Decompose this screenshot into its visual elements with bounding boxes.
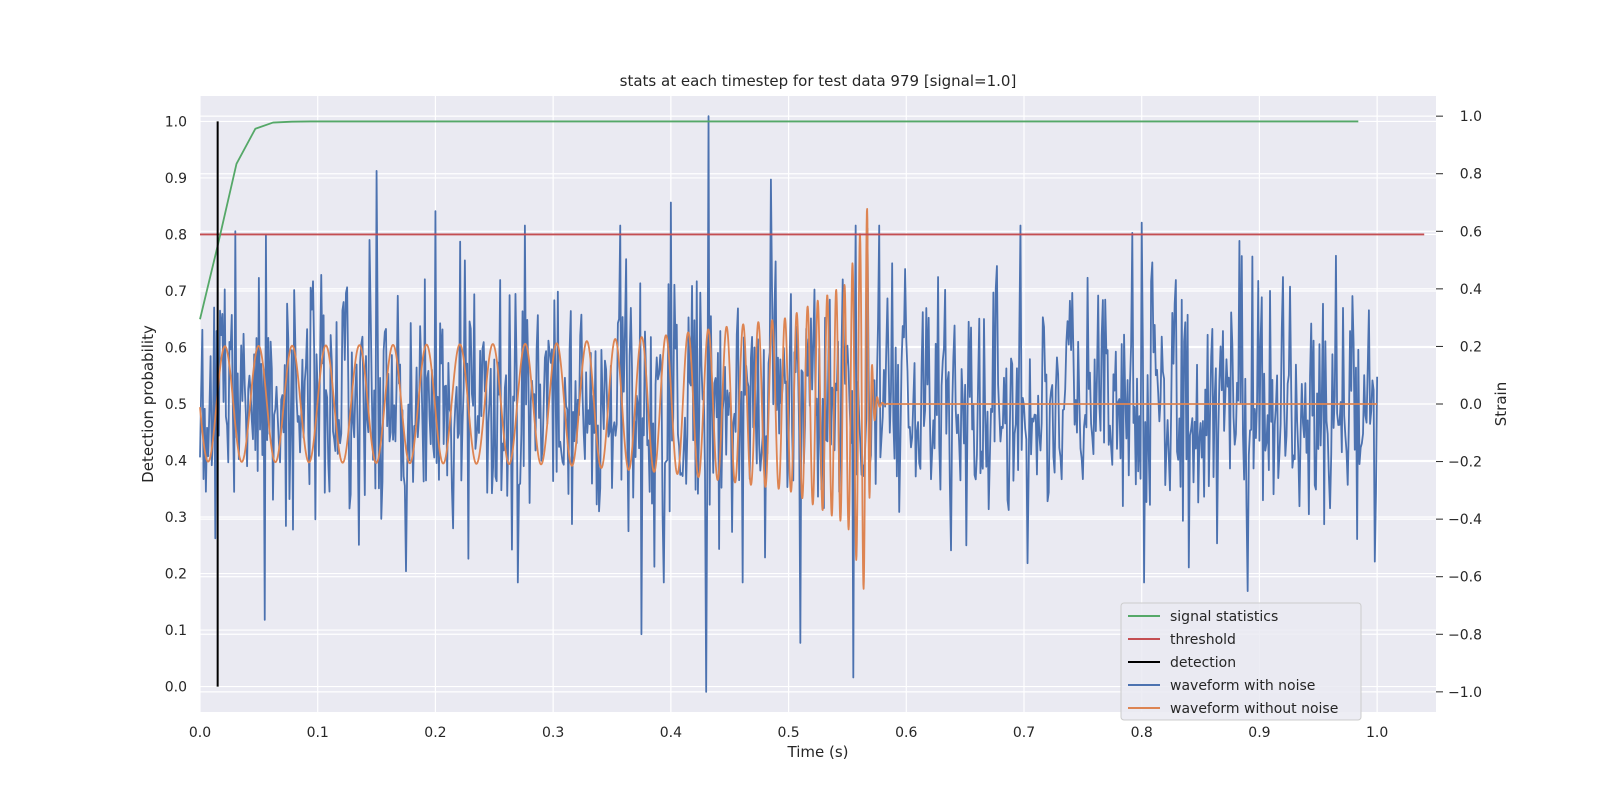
legend-label-detection: detection bbox=[1170, 655, 1236, 671]
ticks: 0.0 0.1 0.2 0.3 0.4 0.5 0.6 0.7 0.8 0.9 1.0 0.0 0.1 0… bbox=[165, 109, 1482, 741]
y-tick-label-right: 0.2 bbox=[1460, 339, 1482, 355]
y-axis-label-left: Detection probability bbox=[139, 325, 157, 483]
y-tick-label-right: −0.8 bbox=[1448, 627, 1482, 643]
x-tick-label: 0.3 bbox=[542, 725, 564, 741]
y-tick-label-right: 0.6 bbox=[1460, 224, 1482, 240]
x-tick-label: 1.0 bbox=[1366, 725, 1388, 741]
y-tick-label-left: 0.4 bbox=[165, 454, 187, 470]
y-axis-label-right: Strain bbox=[1492, 382, 1510, 426]
y-tick-label-left: 0.7 bbox=[165, 284, 187, 300]
legend-label-signal-statistics: signal statistics bbox=[1170, 609, 1278, 625]
y-tick-label-right: −0.6 bbox=[1448, 570, 1482, 586]
y-tick-label-left: 0.3 bbox=[165, 510, 187, 526]
y-tick-label-left: 0.0 bbox=[165, 680, 187, 696]
series-line-signal-statistics bbox=[199, 120, 1359, 320]
legend-box bbox=[1120, 602, 1362, 721]
y-tick-label-right: 0.0 bbox=[1460, 397, 1482, 413]
x-tick-label: 0.7 bbox=[1013, 725, 1035, 741]
y-tick-label-right: −1.0 bbox=[1448, 685, 1482, 701]
x-tick-label: 0.5 bbox=[777, 725, 799, 741]
y-tick-label-right: −0.2 bbox=[1448, 455, 1482, 471]
y-tick-label-left: 0.8 bbox=[165, 227, 187, 243]
y-tick-label-right: −0.4 bbox=[1448, 512, 1482, 528]
legend-label-waveform-without-noise: waveform without noise bbox=[1170, 701, 1338, 717]
y-tick-label-left: 0.9 bbox=[165, 171, 187, 187]
x-tick-label: 0.9 bbox=[1248, 725, 1270, 741]
y-tick-label-left: 1.0 bbox=[165, 114, 187, 130]
chart-title: stats at each timestep for test data 979… bbox=[620, 72, 1017, 90]
y-tick-label-left: 0.5 bbox=[165, 397, 187, 413]
series-line-waveform-without-noise bbox=[199, 208, 1378, 590]
x-axis-label: Time (s) bbox=[787, 743, 849, 761]
series-layer bbox=[199, 115, 1425, 693]
y-tick-label-right: 0.8 bbox=[1460, 167, 1482, 183]
legend-label-waveform-with-noise: waveform with noise bbox=[1170, 678, 1315, 694]
y-tick-label-left: 0.6 bbox=[165, 340, 187, 356]
x-tick-label: 0.8 bbox=[1131, 725, 1153, 741]
y-tick-label-left: 0.1 bbox=[165, 623, 187, 639]
y-tick-label-right: 1.0 bbox=[1460, 109, 1482, 125]
x-tick-label: 0.4 bbox=[660, 725, 682, 741]
x-tick-label: 0.6 bbox=[895, 725, 917, 741]
x-tick-label: 0.1 bbox=[307, 725, 329, 741]
x-tick-label: 0.0 bbox=[189, 725, 211, 741]
legend-label-threshold: threshold bbox=[1170, 632, 1236, 648]
y-tick-label-right: 0.4 bbox=[1460, 282, 1482, 298]
y-tick-label-left: 0.2 bbox=[165, 567, 187, 583]
legend: signal statistics threshold detection wa… bbox=[1120, 602, 1362, 721]
x-tick-label: 0.2 bbox=[424, 725, 446, 741]
